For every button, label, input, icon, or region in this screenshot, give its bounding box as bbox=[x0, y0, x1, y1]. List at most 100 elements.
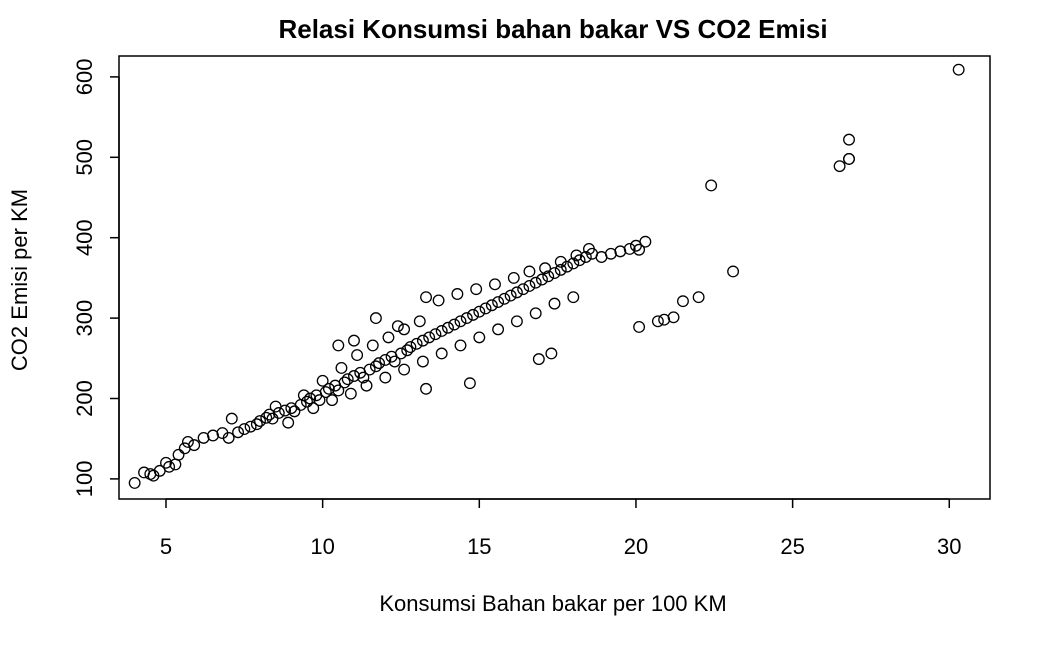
data-point bbox=[401, 344, 414, 357]
points-layer bbox=[128, 63, 965, 489]
data-point bbox=[677, 295, 689, 308]
data-point bbox=[272, 407, 285, 419]
data-point bbox=[404, 341, 417, 353]
data-point bbox=[523, 279, 536, 292]
plot-frame bbox=[118, 55, 991, 500]
data-point bbox=[510, 315, 523, 328]
data-point bbox=[705, 179, 718, 192]
data-point bbox=[554, 263, 567, 276]
data-point bbox=[351, 349, 364, 362]
data-point bbox=[623, 243, 636, 255]
data-point bbox=[379, 371, 392, 384]
x-tick-label: 10 bbox=[310, 534, 334, 559]
data-point bbox=[363, 363, 376, 376]
data-point bbox=[727, 265, 740, 278]
data-point bbox=[288, 405, 301, 418]
data-point bbox=[269, 400, 282, 413]
data-point bbox=[260, 411, 273, 424]
data-point bbox=[301, 395, 313, 408]
data-point bbox=[360, 379, 373, 392]
data-point bbox=[467, 308, 479, 321]
data-point bbox=[548, 267, 561, 280]
data-point bbox=[250, 418, 263, 431]
data-point bbox=[244, 420, 257, 433]
data-point bbox=[188, 439, 201, 452]
data-point bbox=[332, 384, 345, 397]
data-point bbox=[570, 249, 583, 262]
x-tick-label: 30 bbox=[937, 534, 961, 559]
data-point bbox=[172, 448, 185, 461]
data-point bbox=[373, 357, 385, 370]
data-point bbox=[366, 339, 379, 352]
data-point bbox=[442, 321, 454, 334]
data-point bbox=[420, 291, 432, 304]
data-point bbox=[232, 426, 245, 439]
data-point bbox=[692, 291, 705, 304]
data-point bbox=[583, 243, 595, 255]
data-point bbox=[413, 315, 426, 328]
data-point bbox=[322, 382, 335, 395]
data-point bbox=[326, 394, 339, 407]
data-point bbox=[485, 299, 498, 312]
data-point bbox=[429, 328, 442, 341]
data-point bbox=[529, 307, 542, 320]
data-point bbox=[416, 334, 429, 347]
data-point bbox=[667, 311, 680, 324]
data-point bbox=[843, 133, 855, 146]
x-tick-label: 15 bbox=[467, 534, 491, 559]
data-point bbox=[335, 361, 348, 374]
data-point bbox=[651, 315, 664, 328]
x-tick-label: 5 bbox=[160, 534, 172, 559]
data-point bbox=[843, 152, 855, 165]
data-point bbox=[398, 323, 411, 336]
data-point bbox=[423, 331, 436, 344]
y-tick-label: 500 bbox=[72, 139, 97, 176]
data-point bbox=[579, 251, 592, 263]
y-tick-label: 400 bbox=[72, 219, 97, 256]
y-tick-label: 100 bbox=[72, 461, 97, 498]
data-point bbox=[504, 289, 517, 302]
data-point bbox=[282, 416, 295, 429]
data-point bbox=[416, 355, 429, 368]
data-point bbox=[332, 339, 345, 352]
data-point bbox=[523, 265, 536, 278]
data-point bbox=[473, 305, 486, 318]
data-point bbox=[225, 412, 238, 425]
y-axis-label: CO2 Emisi per KM bbox=[7, 189, 32, 371]
data-point bbox=[128, 476, 141, 489]
data-point bbox=[435, 347, 448, 360]
data-point bbox=[529, 276, 542, 289]
data-point bbox=[833, 160, 846, 173]
data-point bbox=[435, 325, 448, 337]
data-point bbox=[254, 415, 266, 427]
data-point bbox=[319, 386, 332, 399]
data-point bbox=[633, 320, 646, 333]
data-point bbox=[517, 283, 530, 296]
x-axis: 5 10 15 20 25 30 bbox=[160, 498, 962, 559]
data-point bbox=[348, 370, 360, 382]
data-point bbox=[222, 431, 235, 444]
data-point bbox=[451, 288, 464, 300]
data-point bbox=[357, 371, 370, 384]
data-point bbox=[382, 331, 395, 344]
data-point bbox=[539, 262, 552, 275]
data-point bbox=[507, 271, 520, 284]
data-point bbox=[410, 337, 423, 350]
data-point bbox=[489, 278, 501, 291]
data-point bbox=[388, 355, 401, 368]
data-point bbox=[313, 394, 326, 407]
data-point bbox=[460, 312, 473, 325]
data-point bbox=[473, 331, 486, 344]
data-point bbox=[163, 460, 176, 473]
data-point bbox=[391, 320, 404, 333]
data-point bbox=[263, 408, 276, 421]
data-point bbox=[567, 291, 580, 304]
data-point bbox=[379, 353, 392, 366]
data-point bbox=[510, 286, 523, 299]
data-point bbox=[542, 270, 555, 283]
data-point bbox=[316, 374, 329, 387]
data-point bbox=[454, 315, 467, 328]
data-point bbox=[479, 302, 492, 315]
data-point bbox=[548, 297, 561, 310]
